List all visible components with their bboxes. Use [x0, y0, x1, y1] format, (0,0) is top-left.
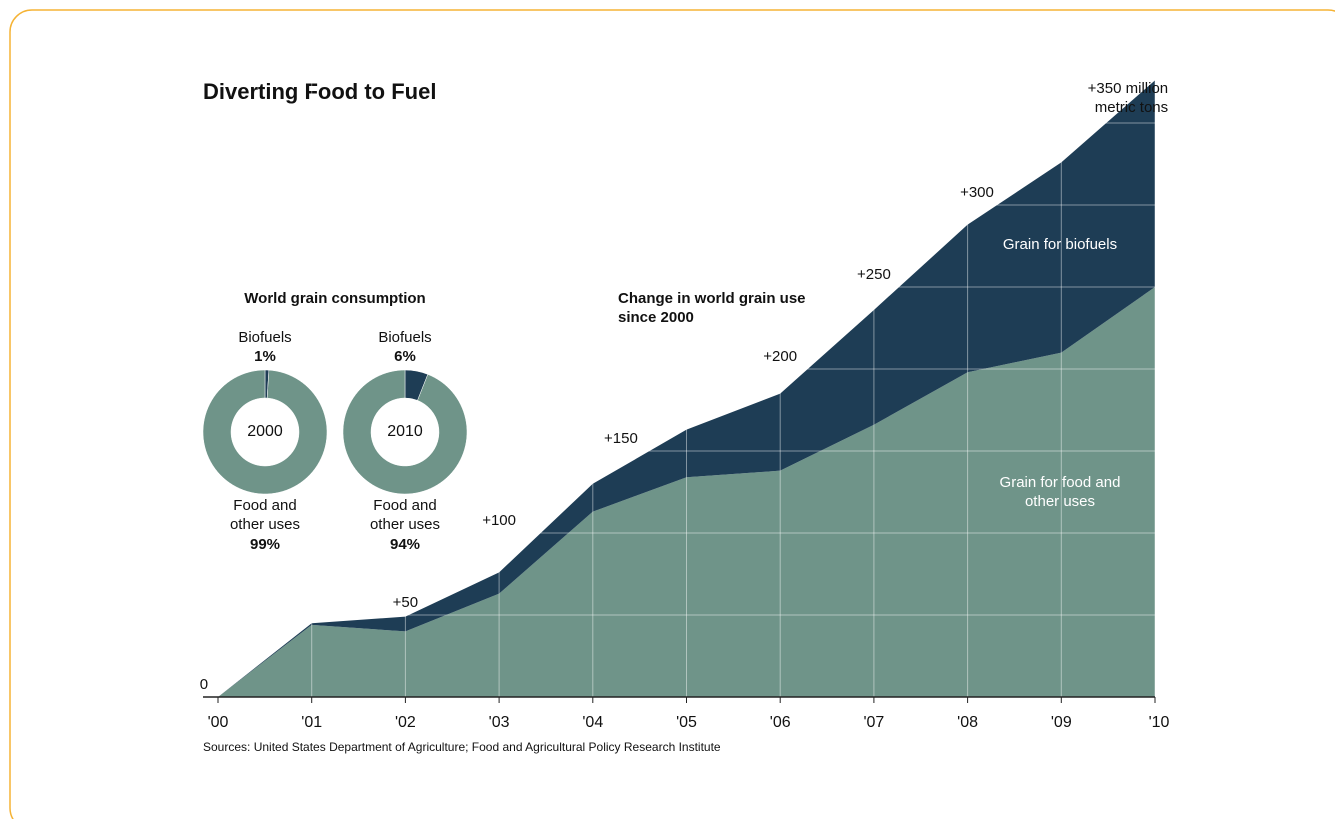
chart-title: Diverting Food to Fuel	[203, 79, 436, 104]
x-tick-label: '02	[395, 714, 416, 731]
x-tick-label: '09	[1051, 714, 1072, 731]
pie-value-label: 99%	[249, 536, 281, 553]
series-label: Grain for biofuels	[1002, 236, 1118, 253]
area	[218, 287, 1155, 697]
annotation: Change in world grain use since 2000	[618, 290, 806, 326]
pie-title: World grain consumption	[244, 290, 425, 307]
x-tick-label: '01	[301, 714, 322, 731]
y-tick-label: 0	[200, 676, 208, 693]
frame	[9, 9, 1335, 819]
pie-category: Biofuels	[238, 329, 292, 346]
y-tick-label: +50	[393, 594, 418, 611]
x-tick-label: '03	[489, 714, 510, 731]
y-tick-label: +150	[604, 430, 638, 447]
pie-center-label: 2010	[387, 423, 423, 440]
y-tick-label: +200	[763, 348, 797, 365]
x-tick-label: '00	[208, 714, 229, 731]
series-label: Grain for food and other uses	[999, 474, 1121, 510]
pie-category: Biofuels	[378, 329, 432, 346]
x-tick-label: '06	[770, 714, 791, 731]
x-tick-label: '05	[676, 714, 697, 731]
y-tick-label: +250	[857, 266, 891, 283]
pie-slice	[202, 369, 328, 495]
pie-value-label: 94%	[389, 536, 421, 553]
x-tick-label: '10	[1149, 714, 1170, 731]
y-tick-label: +350 million metric tons	[1087, 80, 1169, 116]
x-tick-label: '08	[957, 714, 978, 731]
pie-category: Food and other uses	[229, 497, 301, 533]
x-tick-label: '07	[863, 714, 884, 731]
y-tick-label: +300	[960, 184, 994, 201]
pie-slice	[342, 369, 468, 495]
pie-category: Food and other uses	[369, 497, 441, 533]
pie-value-label: 6%	[394, 348, 416, 365]
y-tick-label: +100	[482, 512, 516, 529]
source: Sources: United States Department of Agr…	[203, 740, 721, 754]
x-tick-label: '04	[582, 714, 603, 731]
pie-center-label: 2000	[247, 423, 283, 440]
pie-value-label: 1%	[254, 348, 276, 365]
